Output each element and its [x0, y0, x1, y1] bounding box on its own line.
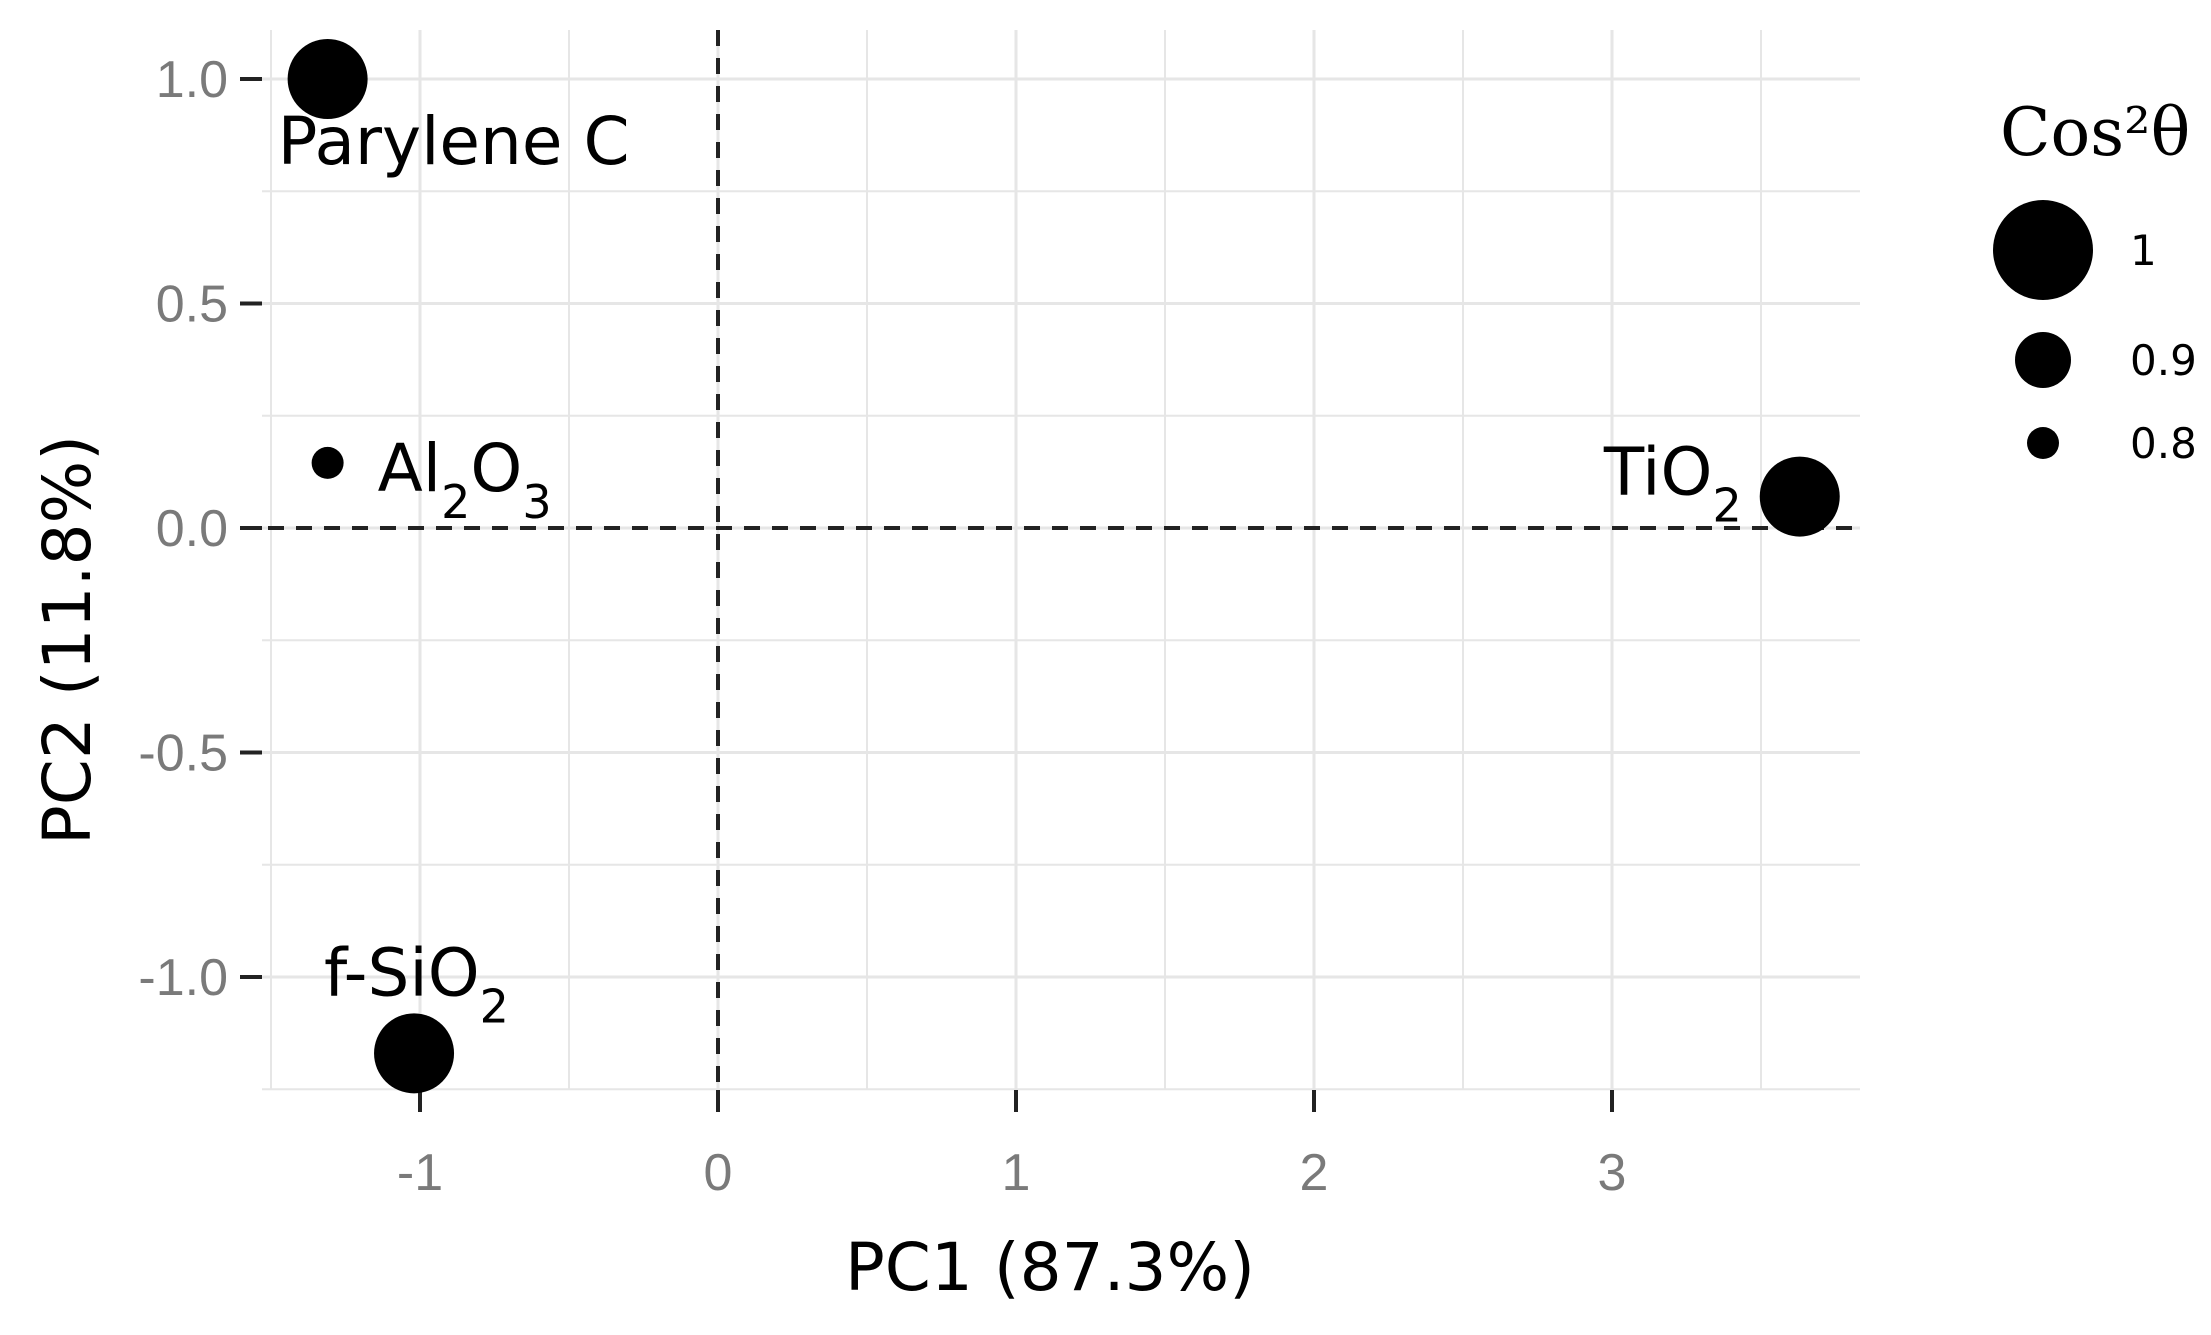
data-point: [374, 1013, 455, 1094]
y-tick-label: 0.5: [156, 276, 228, 334]
data-point: [1759, 456, 1840, 537]
data-point: [311, 446, 344, 479]
point-label: f-SiO2: [324, 934, 509, 1033]
legend-key: [2015, 332, 2071, 388]
legend: Cos²θ 1 0.9 0.8: [1993, 94, 2197, 468]
data-points: [287, 39, 1840, 1094]
y-tick-label: 0.0: [156, 500, 228, 558]
data-point: [287, 39, 368, 119]
legend-title: Cos²θ: [2000, 94, 2190, 171]
y-tick-label: 1.0: [156, 51, 228, 109]
y-tick-label: -0.5: [138, 725, 228, 783]
point-label: Al2O3: [378, 430, 552, 529]
reference-lines: [240, 30, 1860, 1098]
point-label: Parylene C: [278, 103, 630, 180]
x-tick-label: 1: [1002, 1144, 1031, 1202]
legend-label: 0.9: [2130, 336, 2197, 385]
legend-key: [2027, 427, 2059, 459]
point-label: TiO2: [1603, 434, 1742, 533]
legend-key: [1993, 200, 2093, 300]
x-axis-title: PC1 (87.3%): [845, 1229, 1255, 1306]
x-tick-label: 2: [1300, 1144, 1329, 1202]
grid: [262, 30, 1860, 1091]
legend-label: 0.8: [2130, 419, 2197, 468]
axis-ticks: -1 0 1 2 3 -1.0 -0.5 0.0 0.5 1.0: [138, 51, 1626, 1202]
y-tick-label: -1.0: [138, 949, 228, 1007]
x-tick-label: -1: [397, 1144, 443, 1202]
legend-label: 1: [2130, 226, 2157, 275]
x-tick-label: 0: [704, 1144, 733, 1202]
point-labels: Parylene C Al2O3 TiO2 f-SiO2: [278, 103, 1742, 1033]
y-axis-title: PC2 (11.8%): [29, 435, 106, 845]
x-tick-label: 3: [1598, 1144, 1627, 1202]
